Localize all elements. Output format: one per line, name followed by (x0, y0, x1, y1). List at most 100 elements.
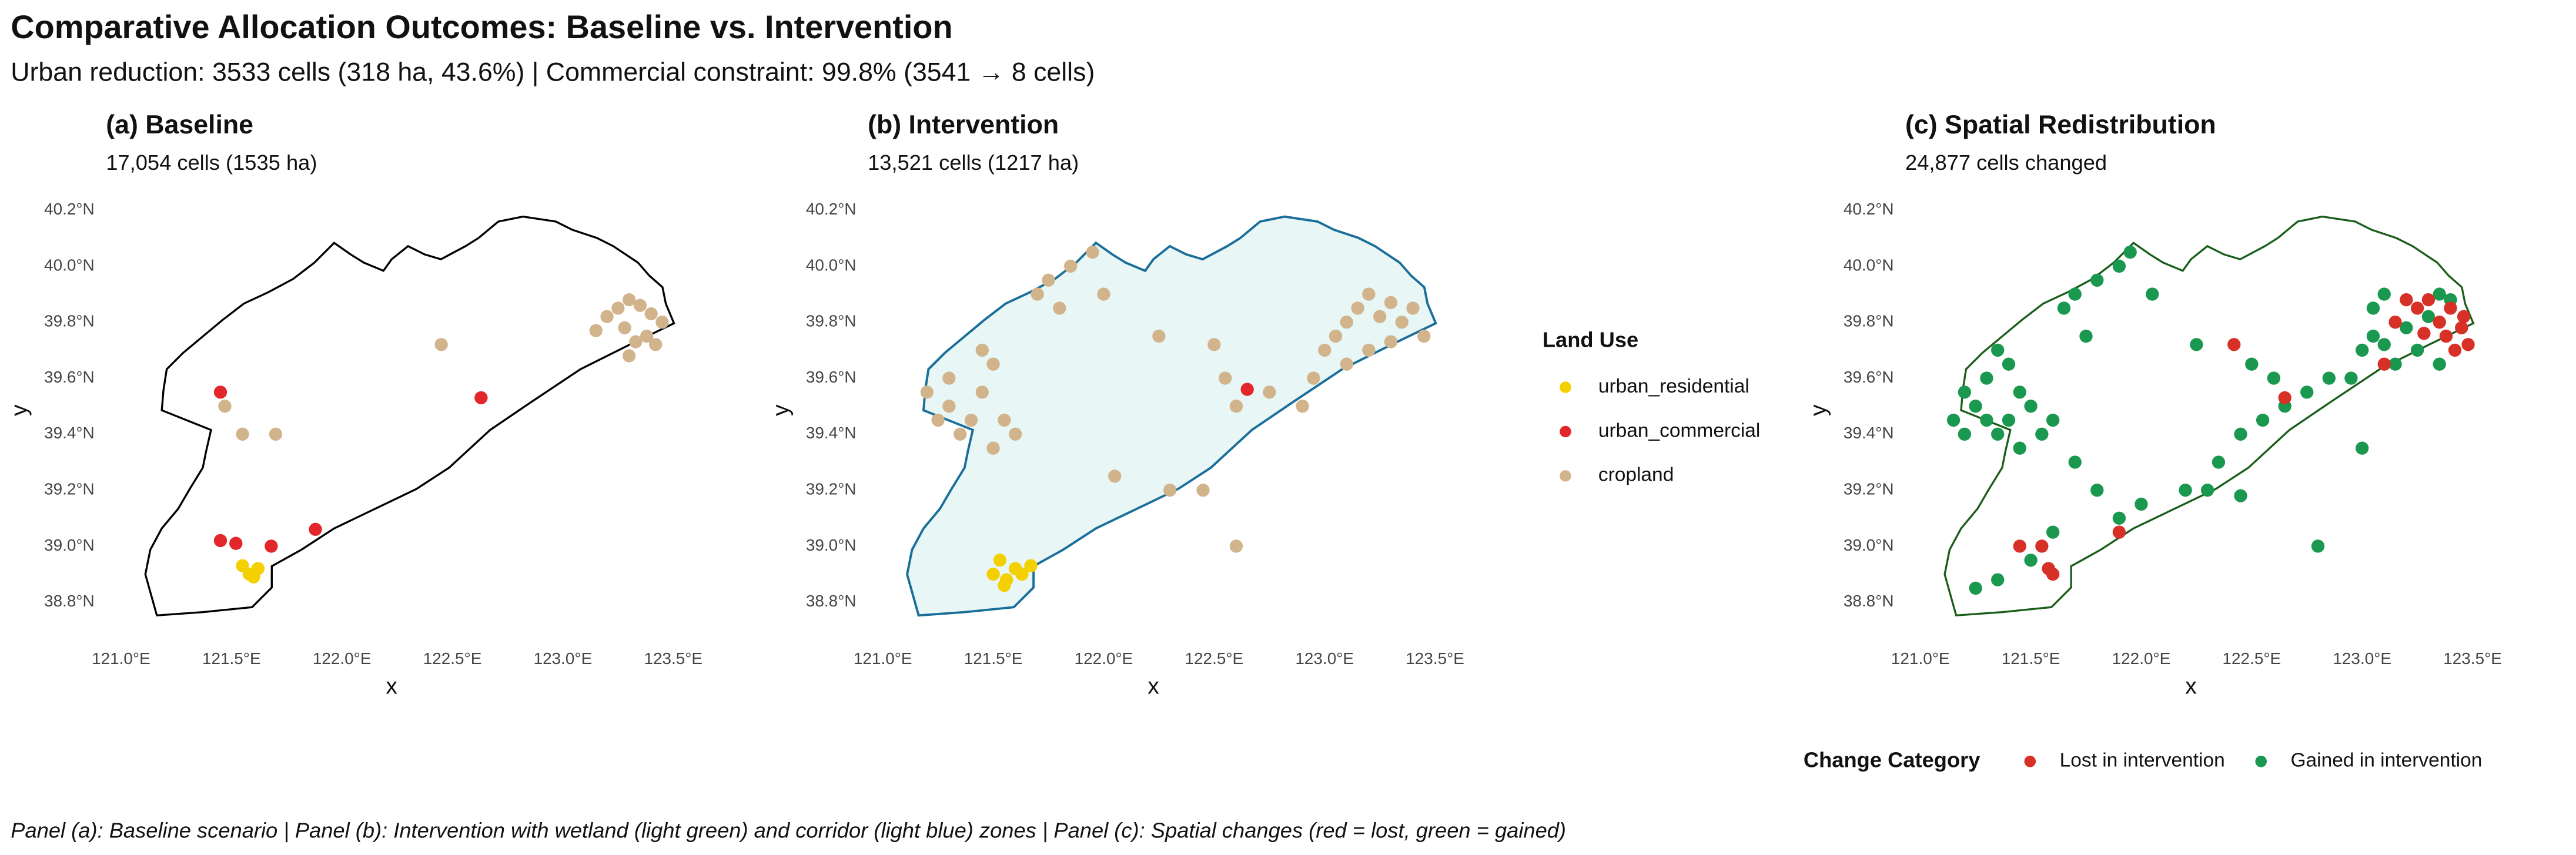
y-tick-label: 38.8°N (1844, 592, 1894, 610)
point (993, 554, 1007, 567)
point (975, 385, 989, 399)
x-tick-label: 122.5°E (2223, 649, 2281, 668)
point (2439, 329, 2453, 343)
point (931, 413, 945, 427)
point (633, 299, 647, 312)
point (2227, 338, 2241, 351)
point (1958, 427, 1972, 441)
point (1296, 400, 1309, 413)
x-tick-label: 121.0°E (854, 649, 912, 668)
point (2300, 385, 2314, 399)
point (1207, 338, 1221, 351)
y-tick-label: 39.0°N (806, 536, 857, 554)
x-tick-label: 123.0°E (534, 649, 593, 668)
y-tick-label: 39.8°N (44, 312, 95, 330)
y-tick-label: 40.2°N (1844, 200, 1894, 218)
figure-subtitle: Urban reduction: 3533 cells (318 ha, 43.… (11, 58, 1095, 86)
point (2256, 413, 2270, 427)
x-tick-label: 123.0°E (1295, 649, 1354, 668)
point (1980, 371, 1993, 385)
point (2024, 400, 2038, 413)
y-tick-label: 38.8°N (806, 592, 857, 610)
point (2024, 554, 2038, 567)
point (2444, 301, 2457, 315)
point (2388, 316, 2402, 329)
point (2212, 455, 2226, 469)
point (1240, 383, 1254, 396)
point (2421, 310, 2436, 323)
point (998, 413, 1011, 427)
point (2388, 357, 2402, 371)
point (2179, 483, 2192, 497)
y-tick-label: 39.0°N (44, 536, 95, 554)
point (1980, 413, 1993, 427)
legend-title: Land Use (1543, 327, 1638, 351)
point (2046, 413, 2060, 427)
x-tick-label: 122.0°E (313, 649, 372, 668)
point (2377, 338, 2391, 351)
point (247, 570, 260, 584)
point (2090, 483, 2104, 497)
point (1991, 427, 2005, 441)
y-axis-label: y (1806, 404, 1831, 416)
y-axis-label: y (768, 404, 794, 416)
x-tick-label: 121.5°E (2002, 649, 2060, 668)
y-tick-label: 39.6°N (44, 368, 95, 386)
point (964, 413, 978, 427)
point (920, 385, 934, 399)
point (2433, 287, 2446, 301)
point (611, 301, 625, 315)
point (2002, 357, 2016, 371)
point (1042, 273, 1055, 287)
point (1340, 316, 1353, 329)
point (2200, 483, 2214, 497)
y-tick-label: 40.0°N (806, 256, 857, 274)
y-tick-label: 39.6°N (1844, 368, 1894, 386)
panel-title: (b) Intervention (868, 110, 1059, 139)
point (1008, 427, 1022, 441)
point (265, 539, 278, 553)
point (1086, 245, 1099, 259)
panel-subtitle: 13,521 cells (1217 ha) (868, 150, 1079, 175)
point (2068, 455, 2082, 469)
legend-label: cropland (1598, 464, 1674, 486)
point (213, 534, 228, 548)
point (1958, 385, 1972, 399)
point (1097, 287, 1110, 301)
y-tick-label: 40.2°N (806, 200, 857, 218)
point (2322, 371, 2336, 385)
legend-key (1560, 470, 1571, 482)
coastline (144, 215, 675, 616)
point (2112, 511, 2126, 525)
y-tick-label: 40.0°N (44, 256, 95, 274)
y-tick-label: 38.8°N (44, 592, 95, 610)
point (1031, 287, 1044, 301)
point (2448, 343, 2462, 357)
point (1373, 310, 1387, 323)
panel-subtitle: 17,054 cells (1535 ha) (106, 150, 317, 175)
point (1263, 385, 1276, 399)
y-tick-label: 39.4°N (1844, 424, 1894, 442)
point (2278, 391, 2291, 405)
point (1152, 329, 1166, 343)
point (2123, 245, 2137, 259)
point (1229, 400, 1243, 413)
point (1024, 559, 1038, 572)
point (954, 427, 967, 441)
point (2068, 287, 2082, 301)
figure-title: Comparative Allocation Outcomes: Baselin… (11, 8, 952, 45)
point (2421, 293, 2436, 307)
point (975, 343, 989, 357)
point (2417, 327, 2431, 340)
x-axis-label: x (386, 673, 397, 699)
coastline (906, 215, 1437, 617)
point (1063, 259, 1078, 273)
point (2267, 371, 2281, 385)
point (1384, 296, 1398, 310)
y-tick-label: 40.0°N (1844, 256, 1894, 274)
point (2366, 329, 2380, 343)
point (1329, 329, 1343, 343)
point (986, 357, 1000, 371)
point (644, 307, 658, 321)
